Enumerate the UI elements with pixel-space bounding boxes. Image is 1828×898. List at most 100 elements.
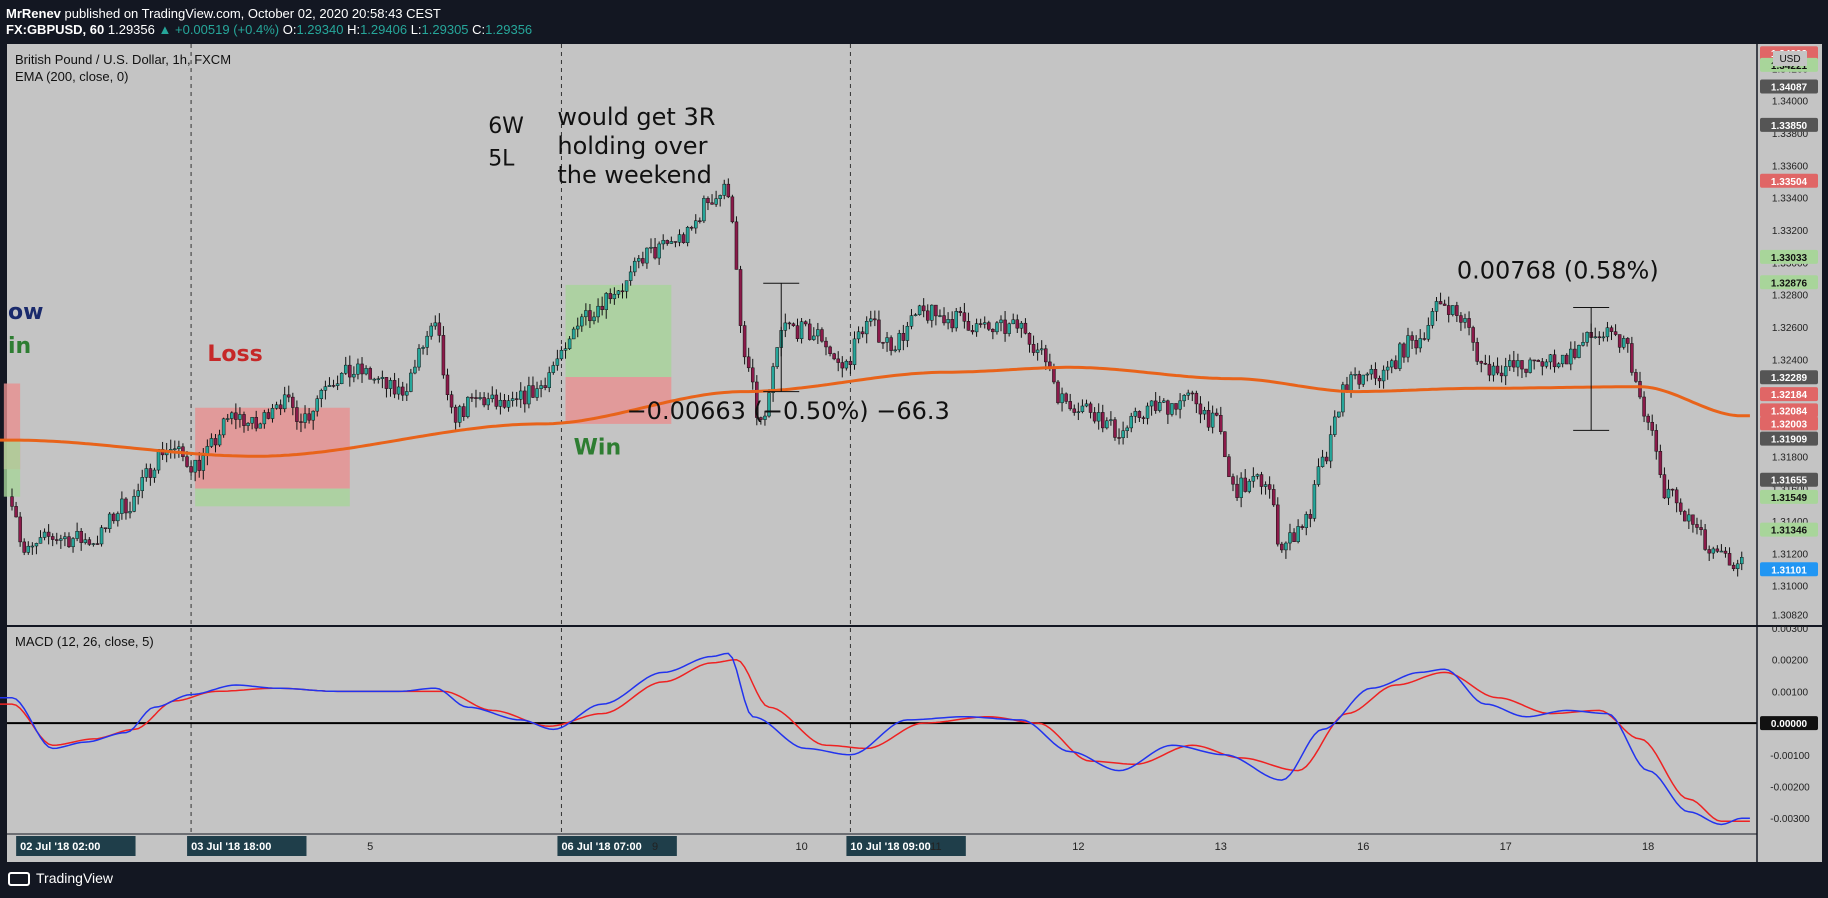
candle-body [1101,412,1105,429]
candle-body [820,329,824,342]
candle-body [1247,480,1252,492]
candle-body [1003,319,1007,334]
candle-body [1601,336,1606,339]
price-label-value: 1.34221 [1771,61,1808,72]
candle-body [42,531,47,538]
price-axis[interactable]: 1.308201.310001.312001.314001.316001.318… [1760,46,1818,622]
candle-body [433,322,438,327]
time-tick-label: 10 [795,841,807,853]
candle-body [987,322,991,330]
candle-body [510,398,515,401]
candle-body [1316,466,1321,485]
candle-body [1451,305,1455,315]
candle-body [1735,563,1740,569]
candle-body [1564,354,1569,365]
price-label-badge [1760,431,1818,446]
candle-body [303,413,307,423]
candle-body [1503,366,1508,377]
candle-body [982,322,987,325]
candle-body [1365,373,1370,376]
high-value: 1.29406 [360,22,408,37]
candle-body [376,378,381,380]
candle-body [136,490,140,497]
candle-body [1540,361,1545,367]
candle-body [1715,548,1720,552]
candle-body [396,386,401,395]
candle-body [201,455,206,471]
candle-body [934,304,938,317]
time-tick-label: 16 [1357,841,1369,853]
candle-body [1617,334,1622,348]
candle-body [584,310,588,318]
candle-body [1324,456,1329,462]
candle-body [930,304,934,321]
tradingview-icon [8,872,30,887]
candle-body [1544,361,1549,367]
candle-body [360,363,364,375]
candle-body [230,412,234,419]
time-tick-label: 03 Jul '18 18:00 [191,841,271,853]
candle-body [1023,322,1028,334]
candle-body [685,227,690,244]
candle-body [514,398,519,400]
candle-body [75,530,79,539]
candle-body [1727,553,1732,566]
candle-body [445,374,450,395]
candle-body [974,323,979,333]
candle-body [970,330,975,333]
candle-body [913,314,918,316]
price-label-value: 1.31101 [1771,565,1807,576]
candle-body [1699,527,1703,530]
candle-body [400,386,405,396]
publish-line: MrRenev published on TradingView.com, Oc… [6,6,441,21]
candle-body [1455,305,1459,316]
candle-body [746,356,751,369]
time-tick-badge [187,836,307,856]
time-axis[interactable]: 02 Jul '18 02:00 03 Jul '18 18:00 5 06 Jul … [16,836,1654,856]
candle-body [112,513,116,522]
candle-body [1312,484,1317,519]
candle-body [18,516,22,543]
macd-axis[interactable]: 0.00300 0.00200 0.00100 0.00000 -0.00100 -0.0… [1760,624,1818,825]
author-name[interactable]: MrRenev [6,6,61,21]
candle-body [107,513,112,529]
candle-body [783,322,788,331]
candle-body [193,459,197,473]
candle-body [1569,348,1573,365]
candle-body [1162,400,1166,403]
candle-body [1231,476,1235,485]
candle-body [1251,476,1256,482]
candle-body [185,456,189,467]
price-tick-label: 1.32800 [1772,291,1809,302]
candle-body [1516,360,1520,368]
candle-body [1198,403,1203,415]
price-label-badge [1760,472,1818,487]
candle-body [144,468,149,478]
price-label-value: 1.32003 [1771,419,1808,430]
price-label-badge [1760,522,1818,537]
candle-body [1406,335,1410,358]
candle-body [828,346,832,354]
annotation-label: Win [574,436,621,461]
candle-body [258,423,263,429]
tradingview-logo[interactable]: TradingView [8,870,113,887]
candle-body [1630,343,1634,373]
candle-body [470,396,474,399]
candle-body [926,310,930,321]
candle-body [1353,373,1357,376]
candle-body [327,385,332,387]
candle-body [559,350,564,360]
price-tick-label: 1.32400 [1772,355,1809,366]
candle-body [775,347,779,367]
candle-body [738,269,743,326]
candle-body [657,243,661,259]
candle-body [372,378,376,381]
candle-body [1096,412,1101,422]
candle-body [50,536,55,540]
candle-body [921,305,926,312]
candle-body [962,312,967,322]
candle-body [580,316,584,327]
candle-body [901,333,906,341]
candle-body [1581,342,1585,346]
